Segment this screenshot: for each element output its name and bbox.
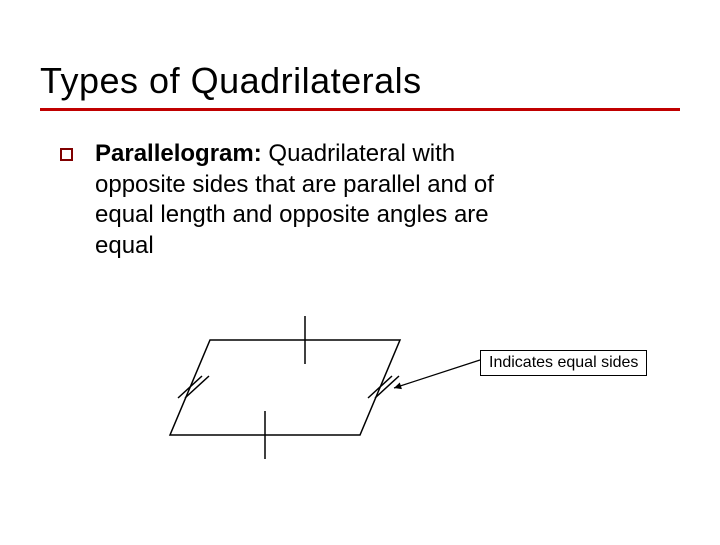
diagram-area: Indicates equal sides <box>0 300 720 540</box>
def-4: equal <box>95 232 154 259</box>
callout-box: Indicates equal sides <box>480 350 647 376</box>
parallelogram-shape <box>170 340 400 435</box>
def-1: Quadrilateral with <box>262 140 455 167</box>
tick-left-2 <box>185 376 209 398</box>
callout-arrow-head <box>394 382 402 389</box>
title-underline <box>40 108 680 111</box>
content-area: Parallelogram: Quadrilateral with opposi… <box>40 139 680 262</box>
slide-container: Types of Quadrilaterals Parallelogram: Q… <box>0 0 720 302</box>
body-text: Parallelogram: Quadrilateral with opposi… <box>95 139 494 262</box>
callout-arrow-line <box>394 360 480 388</box>
tick-right-1 <box>368 376 392 398</box>
slide-title: Types of Quadrilaterals <box>40 60 680 102</box>
def-2: opposite sides that are parallel and of <box>95 171 494 198</box>
bullet-marker-icon <box>60 148 73 161</box>
term: Parallelogram: <box>95 140 262 167</box>
def-3: equal length and opposite angles are <box>95 201 489 228</box>
bullet-item: Parallelogram: Quadrilateral with opposi… <box>60 139 680 262</box>
parallelogram-diagram <box>0 300 720 540</box>
tick-left-1 <box>178 376 202 398</box>
callout-text: Indicates equal sides <box>489 354 638 371</box>
